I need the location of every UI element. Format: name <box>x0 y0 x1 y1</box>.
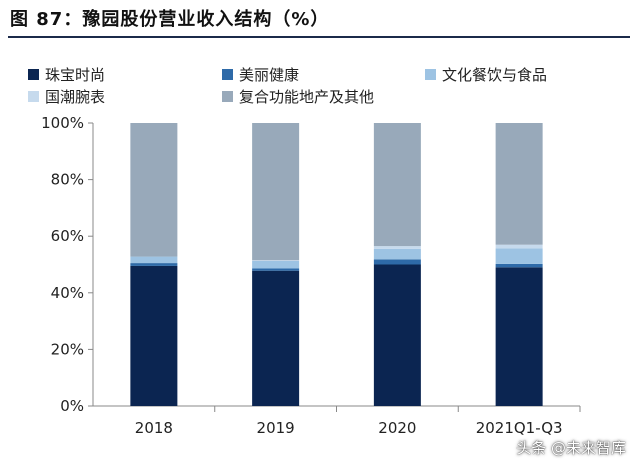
bar-segment <box>130 265 178 406</box>
legend-swatch-food <box>425 69 436 80</box>
y-tick-label: 100% <box>41 114 84 132</box>
legend-swatch-property <box>222 91 233 102</box>
legend-label-watch: 国潮腕表 <box>45 88 106 106</box>
bar-segment <box>373 246 421 249</box>
bar-segment <box>130 123 178 257</box>
bar-segment <box>373 259 421 265</box>
page-title: 图 87：豫园股份营业收入结构（%） <box>10 9 330 30</box>
bar-segment <box>130 256 178 264</box>
bar-segment <box>252 123 300 261</box>
bar-segment <box>252 260 300 261</box>
legend-label-property: 复合功能地产及其他 <box>239 88 375 106</box>
y-tick-label: 40% <box>51 284 84 302</box>
legend-item-beauty: 美丽健康 <box>222 64 299 85</box>
bar-segment <box>252 270 300 406</box>
legend-item-property: 复合功能地产及其他 <box>222 86 374 107</box>
bar-segment <box>373 123 421 247</box>
bar-segment <box>252 268 300 271</box>
bar-segment <box>495 244 543 249</box>
x-tick-label: 2018 <box>135 419 173 437</box>
legend-item-watch: 国潮腕表 <box>28 86 105 107</box>
x-tick-label: 2021Q1-Q3 <box>476 419 563 437</box>
x-tick-label: 2019 <box>257 419 295 437</box>
title-divider <box>8 36 630 38</box>
y-tick-label: 60% <box>51 227 84 245</box>
legend-item-food: 文化餐饮与食品 <box>425 64 547 85</box>
legend-swatch-jewelry <box>28 69 39 80</box>
y-tick-label: 80% <box>51 171 84 189</box>
legend-label-jewelry: 珠宝时尚 <box>45 66 106 84</box>
chart-legend: 珠宝时尚 美丽健康 文化餐饮与食品 国潮腕表 复合功能地产及其他 <box>0 0 636 110</box>
watermark: 头条 @未来智库 <box>516 439 626 457</box>
y-tick-label: 20% <box>51 340 84 358</box>
bar-segment <box>495 123 543 245</box>
legend-item-jewelry: 珠宝时尚 <box>28 64 105 85</box>
bar-segment <box>373 264 421 406</box>
legend-label-beauty: 美丽健康 <box>239 66 300 84</box>
legend-swatch-watch <box>28 91 39 102</box>
bar-segment <box>495 248 543 264</box>
legend-label-food: 文化餐饮与食品 <box>442 66 548 84</box>
legend-swatch-beauty <box>222 69 233 80</box>
bar-segment <box>252 260 300 269</box>
x-tick-label: 2020 <box>378 419 416 437</box>
bar-segment <box>130 263 178 266</box>
bar-segment <box>373 248 421 260</box>
y-tick-label: 0% <box>60 397 84 415</box>
bar-segment <box>495 267 543 406</box>
bar-segment <box>495 263 543 268</box>
